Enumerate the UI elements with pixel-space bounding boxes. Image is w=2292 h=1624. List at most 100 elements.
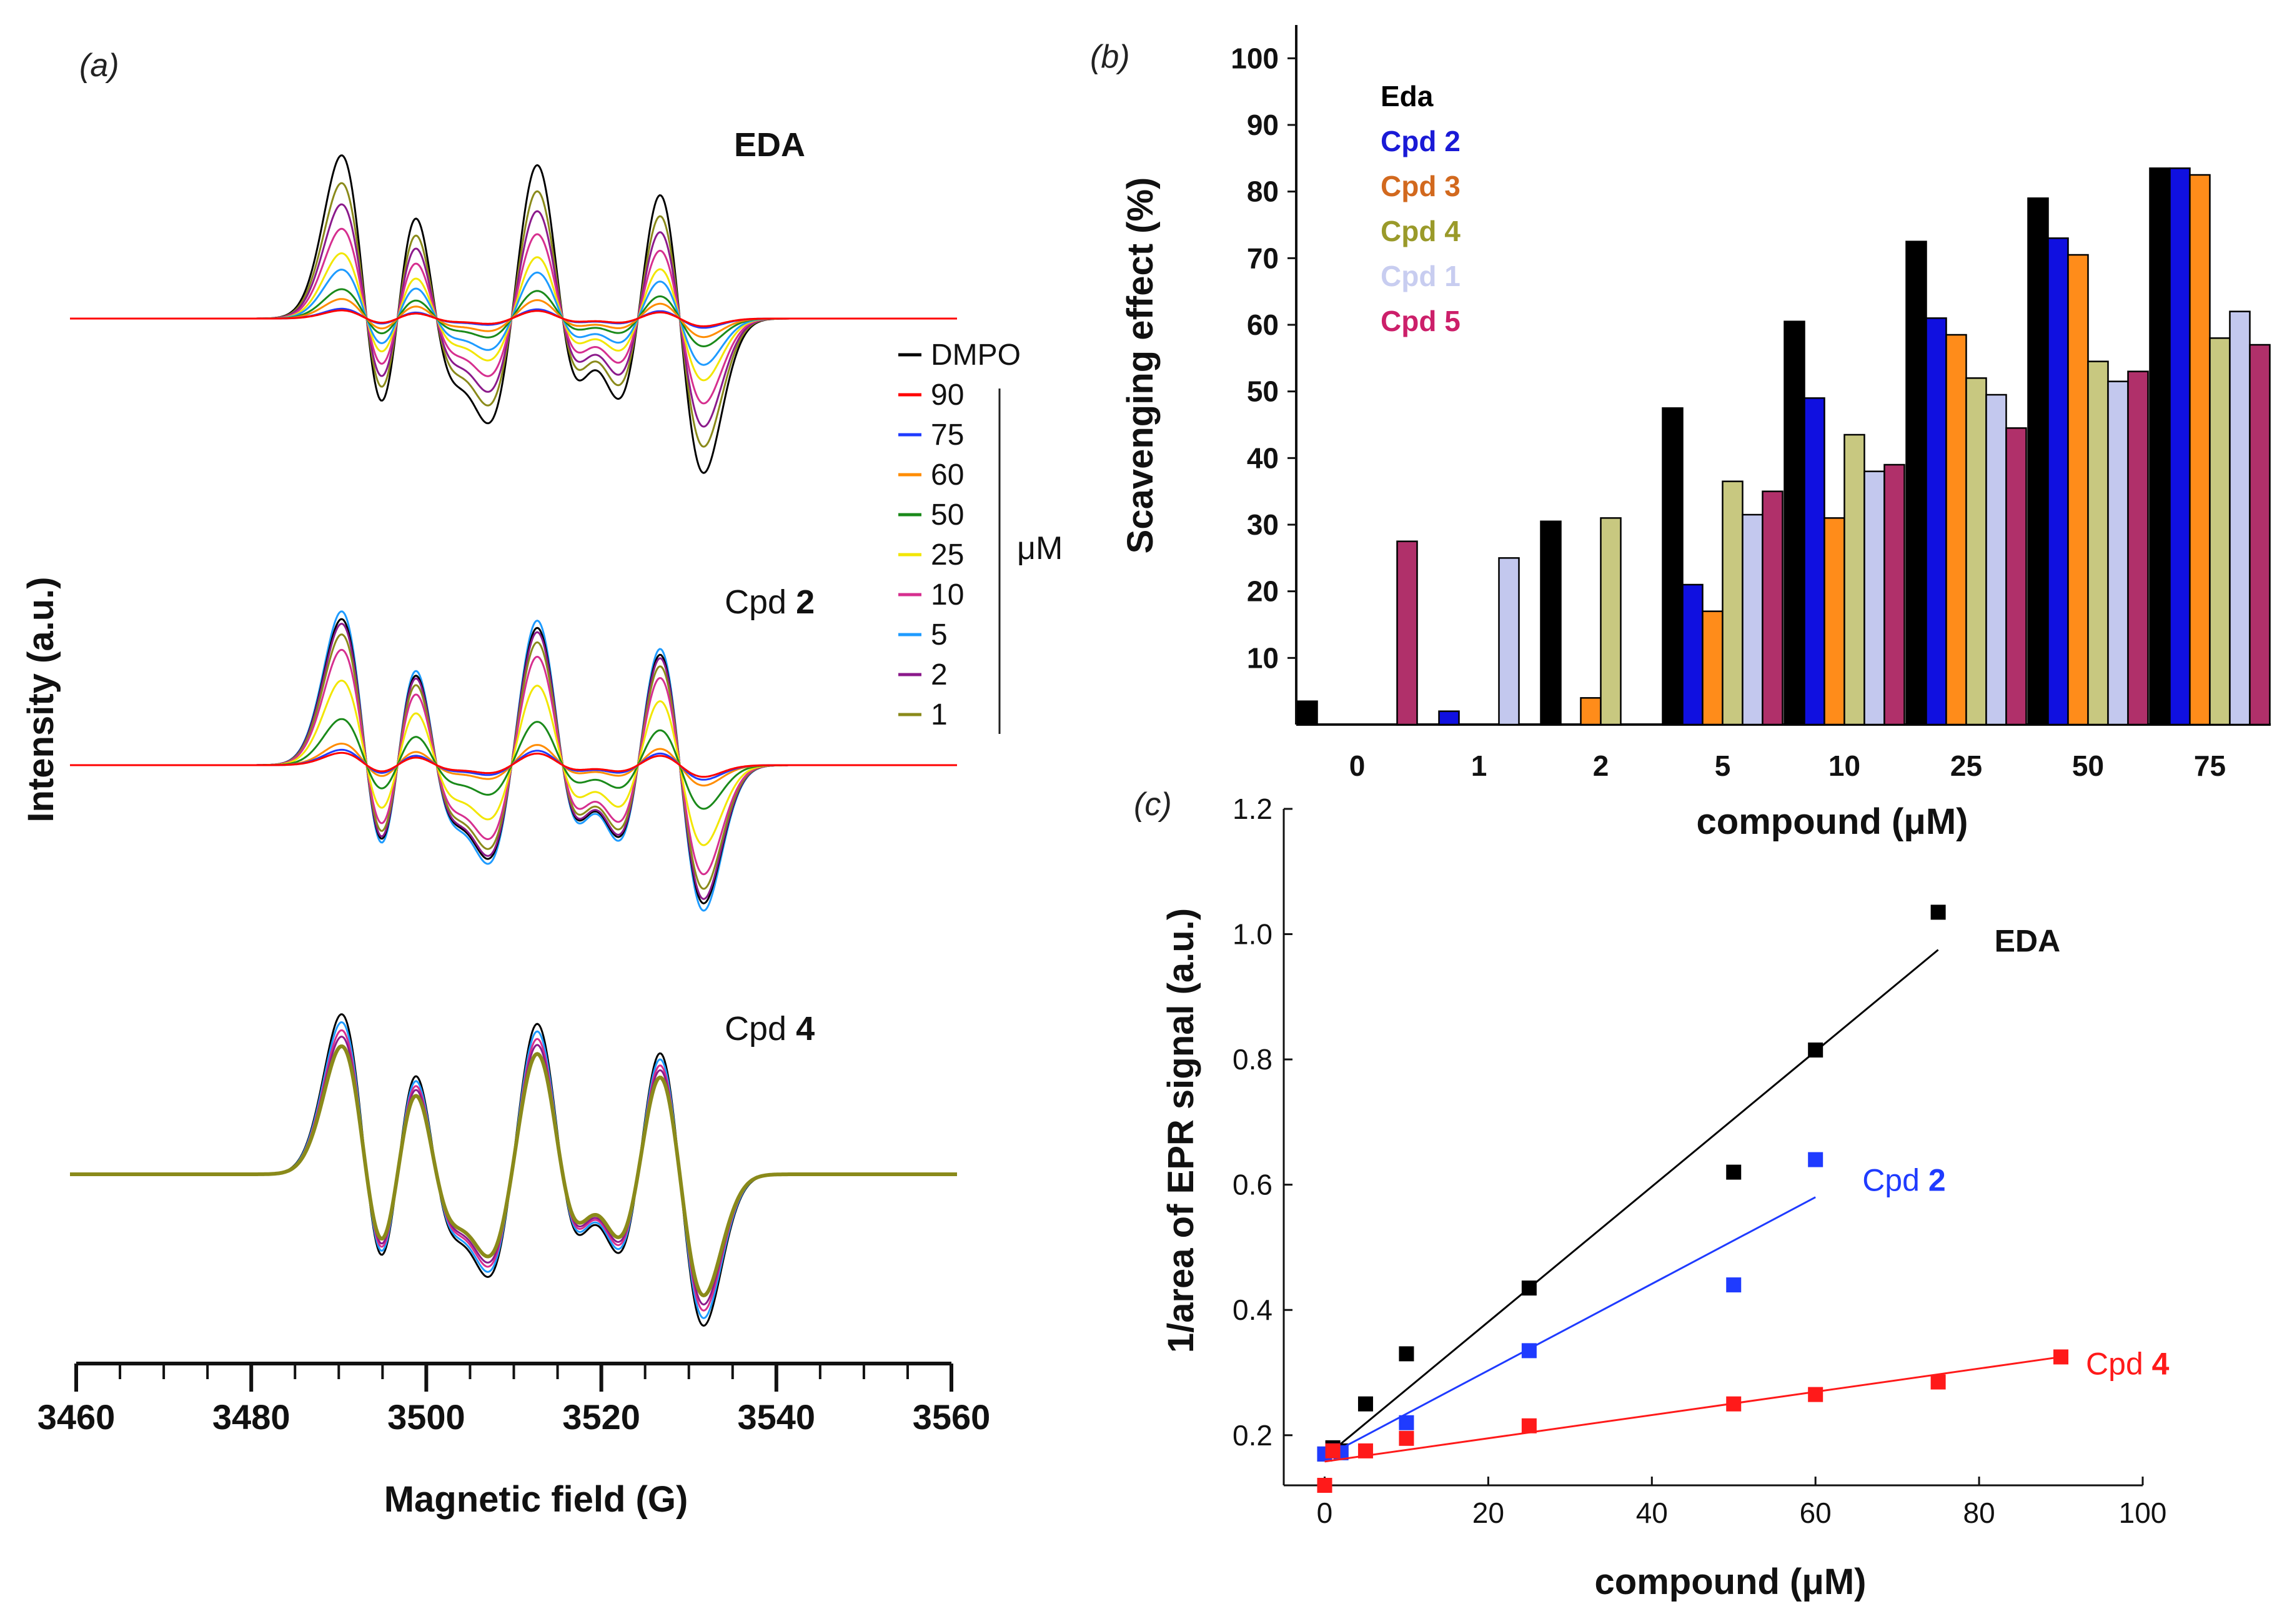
panel-c-y-title: 1/area of EPR signal (a.u.) bbox=[1161, 908, 1201, 1353]
bar-eda-0 bbox=[1296, 700, 1318, 726]
point-cpd-4 bbox=[1521, 1418, 1537, 1433]
legend-label-90: 90 bbox=[931, 379, 964, 412]
legend-label-50: 50 bbox=[931, 498, 964, 532]
c-x-tick-label: 80 bbox=[1963, 1497, 1995, 1529]
legend-label-1: 1 bbox=[931, 698, 948, 731]
bar-eda-25 bbox=[1905, 240, 1927, 726]
bar-eda-2 bbox=[1540, 520, 1562, 726]
legend-label-5: 5 bbox=[931, 618, 948, 651]
panel-b-x-title: compound (μM) bbox=[1697, 801, 1968, 842]
c-y-tick-label: 1.0 bbox=[1233, 918, 1273, 951]
legend-label-10: 10 bbox=[931, 578, 964, 611]
series-label-prefix: Cpd bbox=[2086, 1346, 2152, 1381]
panel-c-axes: 0.2 0.4 0.6 0.8 1.0 1.2 0 20 40 60 80 100 bbox=[1233, 793, 2166, 1529]
b-x-tick-label: 5 bbox=[1715, 750, 1731, 782]
panel-c: (c) 0.2 0.4 0.6 0.8 1.0 1.2 0 20 40 60 80 100 EDA Cp… bbox=[1134, 786, 2170, 1602]
b-legend-cpd-1: Cpd 1 bbox=[1381, 260, 1461, 292]
b-legend-cpd-5: Cpd 5 bbox=[1381, 305, 1461, 337]
b-legend-num: 5 bbox=[1444, 305, 1461, 337]
b-x-tick-label: 0 bbox=[1349, 750, 1366, 782]
point-eda bbox=[1357, 1396, 1373, 1412]
bar-cpd-4-5 bbox=[1722, 480, 1744, 726]
b-x-tick-label: 1 bbox=[1471, 750, 1487, 782]
b-legend-cpd-2: Cpd 2 bbox=[1381, 125, 1461, 157]
point-cpd-4 bbox=[1930, 1374, 1946, 1390]
bar-cpd-3-25 bbox=[1945, 334, 1967, 726]
bar-eda-10 bbox=[1783, 320, 1805, 726]
epr-trace-group3-1 bbox=[70, 1044, 957, 1297]
series-label-cpd-4: Cpd 4 bbox=[2086, 1346, 2170, 1381]
panel-a-x-axis: 3460 3480 3500 3520 3540 3560 bbox=[37, 1362, 990, 1437]
bar-eda-5 bbox=[1662, 407, 1684, 726]
fit-line-eda bbox=[1324, 949, 1939, 1458]
b-y-tick-label: 30 bbox=[1247, 508, 1279, 541]
c-y-tick-label: 0.4 bbox=[1233, 1294, 1273, 1326]
b-legend-num: 4 bbox=[1444, 215, 1461, 247]
group-label-cpd4-num: 4 bbox=[796, 1010, 815, 1047]
point-cpd-2 bbox=[1399, 1415, 1414, 1430]
group-label-cpd4: Cpd 4 bbox=[725, 1010, 815, 1047]
b-legend-num: 1 bbox=[1444, 260, 1461, 292]
panel-b-y-title: Scavenging effect (%) bbox=[1120, 177, 1161, 554]
b-y-tick-label: 80 bbox=[1247, 176, 1279, 208]
point-cpd-2 bbox=[1726, 1277, 1742, 1293]
panel-c-label: (c) bbox=[1134, 786, 1172, 823]
c-y-tick-label: 0.2 bbox=[1233, 1419, 1273, 1452]
legend-label-60: 60 bbox=[931, 458, 964, 492]
a-x-tick-label: 3520 bbox=[562, 1397, 640, 1437]
panel-a-y-title: Intensity (a.u.) bbox=[21, 577, 61, 822]
legend-label-25: 25 bbox=[931, 538, 964, 572]
b-legend-cpd-3: Cpd 3 bbox=[1381, 170, 1461, 202]
panel-c-x-title: compound (μM) bbox=[1595, 1562, 1867, 1602]
point-eda bbox=[1399, 1346, 1414, 1362]
b-y-tick-label: 10 bbox=[1247, 641, 1279, 674]
bar-cpd-1-75 bbox=[2229, 310, 2251, 726]
b-x-tick-label: 10 bbox=[1828, 750, 1860, 782]
bar-eda-75 bbox=[2149, 167, 2171, 726]
b-legend-prefix: Cpd bbox=[1381, 305, 1444, 337]
b-y-tick-label: 40 bbox=[1247, 442, 1279, 474]
bar-cpd-3-5 bbox=[1702, 610, 1724, 726]
bar-cpd-2-50 bbox=[2047, 237, 2069, 726]
b-x-tick-label: 25 bbox=[1950, 750, 1982, 782]
b-legend-prefix: Cpd bbox=[1381, 215, 1444, 247]
series-label-prefix: Cpd bbox=[1862, 1163, 1928, 1198]
c-x-tick-label: 40 bbox=[1636, 1497, 1668, 1529]
bar-cpd-5-5 bbox=[1762, 490, 1783, 726]
c-x-tick-label: 0 bbox=[1317, 1497, 1333, 1529]
bar-cpd-2-5 bbox=[1682, 583, 1704, 726]
panel-a-legend: DMPO 90 75 60 50 25 10 5 2 1 bbox=[898, 339, 1021, 731]
bar-cpd-5-75 bbox=[2249, 344, 2271, 726]
series-label-eda: EDA bbox=[1995, 924, 2061, 959]
point-cpd-4 bbox=[1325, 1443, 1341, 1458]
fit-line-cpd-4 bbox=[1324, 1355, 2061, 1463]
bar-eda-50 bbox=[2027, 197, 2049, 726]
point-cpd-4 bbox=[1726, 1396, 1742, 1412]
a-x-tick-label: 3500 bbox=[387, 1397, 465, 1437]
a-x-tick-label: 3540 bbox=[738, 1397, 816, 1437]
group-label-cpd2: Cpd 2 bbox=[725, 583, 815, 621]
bar-cpd-1-1 bbox=[1498, 557, 1520, 726]
point-cpd-4 bbox=[1808, 1387, 1823, 1402]
point-cpd-4 bbox=[2053, 1349, 2069, 1365]
b-legend-prefix: Cpd bbox=[1381, 170, 1444, 202]
panel-a-label: (a) bbox=[79, 47, 119, 84]
bar-cpd-5-50 bbox=[2127, 370, 2149, 726]
point-eda bbox=[1930, 904, 1946, 920]
c-y-tick-label: 0.6 bbox=[1233, 1169, 1273, 1201]
bar-cpd-1-50 bbox=[2107, 380, 2129, 726]
a-x-tick-label: 3480 bbox=[212, 1397, 290, 1437]
legend-label-75: 75 bbox=[931, 418, 964, 452]
bar-cpd-2-25 bbox=[1925, 317, 1947, 726]
b-legend-cpd-4: Cpd 4 bbox=[1381, 215, 1461, 247]
point-cpd-2 bbox=[1808, 1152, 1823, 1167]
legend-label-2: 2 bbox=[931, 658, 948, 691]
bar-cpd-1-25 bbox=[1985, 394, 2007, 726]
bar-cpd-2-1 bbox=[1438, 710, 1460, 726]
bar-cpd-4-50 bbox=[2087, 360, 2109, 726]
panel-b-label: (b) bbox=[1090, 39, 1130, 75]
b-x-tick-label: 2 bbox=[1593, 750, 1609, 782]
legend-label-dmpo: DMPO bbox=[931, 339, 1021, 372]
point-eda bbox=[1521, 1280, 1537, 1296]
